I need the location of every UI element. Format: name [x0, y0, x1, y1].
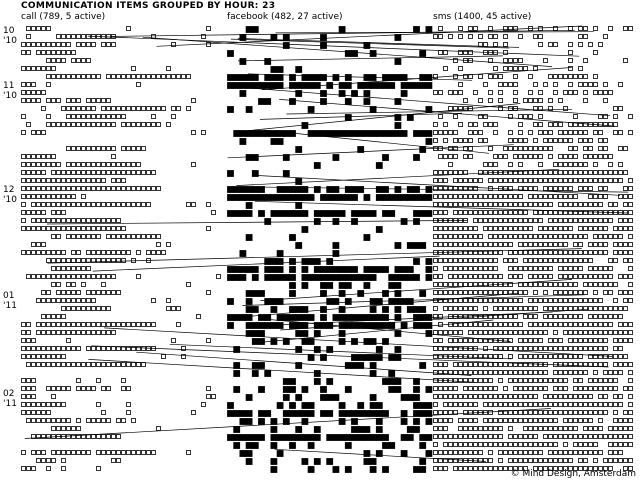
- page-title: COMMUNICATION ITEMS GROUPED BY HOUR: 23: [21, 1, 276, 11]
- month-label-jan-2011: 01 '11: [3, 291, 17, 311]
- grid-squares: [21, 26, 633, 473]
- facebook-column-header: facebook (482, 27 active): [227, 12, 343, 22]
- month-number: 11: [3, 81, 15, 91]
- month-year: '11: [3, 399, 17, 409]
- month-label-dec-2010: 12 '10: [3, 185, 17, 205]
- month-number: 12: [3, 185, 15, 195]
- month-year: '10: [3, 195, 17, 205]
- month-label-oct-2010: 10 '10: [3, 26, 17, 46]
- month-number: 10: [3, 26, 15, 36]
- month-number: 02: [3, 389, 15, 399]
- month-year: '10: [3, 91, 17, 101]
- month-label-feb-2011: 02 '11: [3, 389, 17, 409]
- connection-lines: [24, 25, 629, 462]
- month-number: 01: [3, 291, 15, 301]
- month-year: '11: [3, 301, 17, 311]
- sms-column-header: sms (1400, 45 active): [433, 12, 532, 22]
- call-column-header: call (789, 5 active): [21, 12, 106, 22]
- credit-text: © Mind Design, Amsterdam: [510, 469, 636, 479]
- month-year: '10: [3, 36, 17, 46]
- month-label-nov-2010: 11 '10: [3, 81, 17, 101]
